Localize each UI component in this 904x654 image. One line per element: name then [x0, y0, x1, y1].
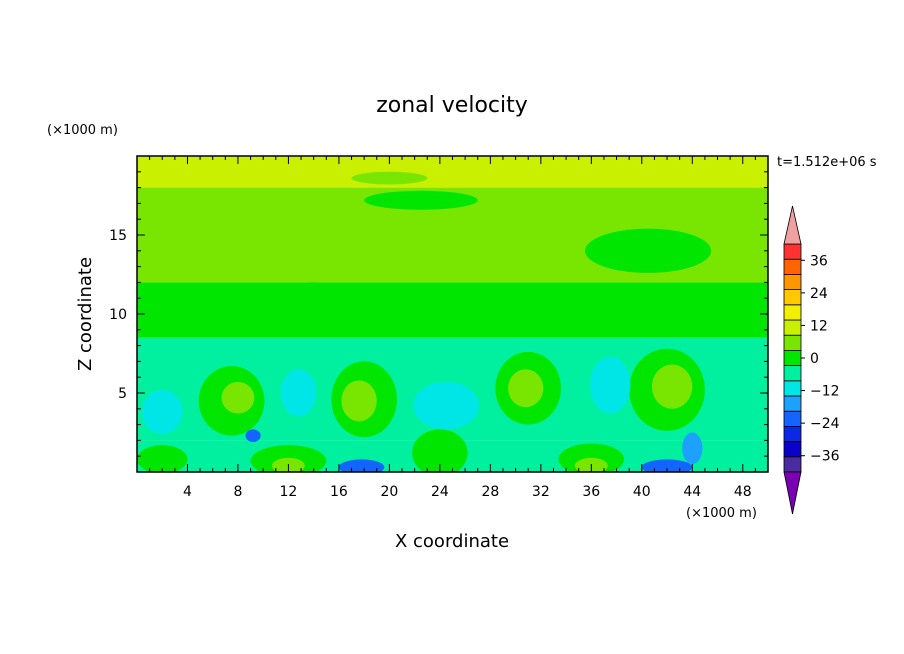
x-axis: 4 8 12 16 20 24 28 32 36 40 44 48 [149, 156, 756, 500]
x-tick-label: 32 [532, 484, 550, 500]
x-tick-label: 20 [380, 484, 398, 500]
colorbar-box [783, 425, 802, 442]
colorbar-box [783, 441, 802, 458]
colorbar-box [783, 273, 802, 290]
colorbar-box [783, 258, 802, 275]
colorbar-box [783, 289, 802, 306]
field-region [585, 228, 712, 273]
field-region [682, 432, 703, 465]
field-region [508, 369, 544, 408]
colorbar-label: −36 [810, 449, 840, 465]
field-layer [137, 282, 768, 338]
field-region [341, 380, 377, 422]
colorbar-label: 36 [810, 253, 828, 269]
field-region [237, 282, 390, 308]
time-label: t=1.512e+06 s [777, 155, 877, 170]
colorbar-box [783, 334, 802, 351]
x-tick-label: 8 [233, 484, 242, 500]
x-tick-label: 28 [481, 484, 499, 500]
chart-title: zonal velocity [376, 93, 528, 118]
y-axis: 5 10 15 [109, 171, 768, 457]
x-unit-label: (×1000 m) [686, 506, 757, 521]
field-region [351, 171, 428, 185]
field-region [280, 369, 317, 417]
field-region [641, 459, 693, 472]
field-region [651, 364, 693, 409]
colorbar-box [783, 380, 802, 397]
colorbar-box [783, 319, 802, 336]
colorbar-label: 0 [810, 351, 819, 367]
field-region [142, 389, 183, 435]
x-tick-label: 4 [183, 484, 192, 500]
plot-area [137, 156, 768, 472]
x-tick-label: 48 [734, 484, 752, 500]
field-layer [137, 156, 768, 188]
field-region [364, 190, 478, 210]
y-axis-title: Z coordinate [75, 257, 96, 371]
field-region [221, 381, 255, 414]
colorbar-label: −24 [810, 416, 840, 432]
x-tick-label: 40 [633, 484, 651, 500]
field-region [590, 356, 631, 414]
colorbar-box [783, 243, 802, 260]
x-tick-label: 16 [330, 484, 348, 500]
x-tick-label: 12 [280, 484, 298, 500]
x-axis-title: X coordinate [395, 531, 509, 552]
field-region [413, 381, 480, 430]
colorbar-bottom-arrow [783, 471, 802, 515]
colorbar-box [783, 395, 802, 412]
colorbar-label: 24 [810, 286, 828, 302]
colorbar-box [783, 349, 802, 366]
y-tick-label: 15 [109, 228, 127, 244]
y-unit-label: (×1000 m) [47, 123, 118, 138]
colorbar-label: −12 [810, 384, 840, 400]
y-tick-label: 5 [118, 386, 127, 402]
colorbar-box [783, 410, 802, 427]
colorbar-box [783, 456, 802, 473]
field-region [245, 429, 261, 442]
colorbar-top-arrow [783, 205, 802, 245]
field-region [412, 429, 468, 472]
x-tick-label: 44 [683, 484, 701, 500]
colorbar-box [783, 304, 802, 321]
colorbar-label: 12 [810, 318, 828, 334]
field-region [338, 459, 385, 472]
colorbar-box [783, 365, 802, 382]
field-region [137, 445, 188, 472]
x-tick-label: 36 [582, 484, 600, 500]
x-tick-label: 24 [431, 484, 449, 500]
y-tick-label: 10 [109, 307, 127, 323]
colorbar: 36 24 12 0 −12 −24 −36 [783, 205, 840, 515]
